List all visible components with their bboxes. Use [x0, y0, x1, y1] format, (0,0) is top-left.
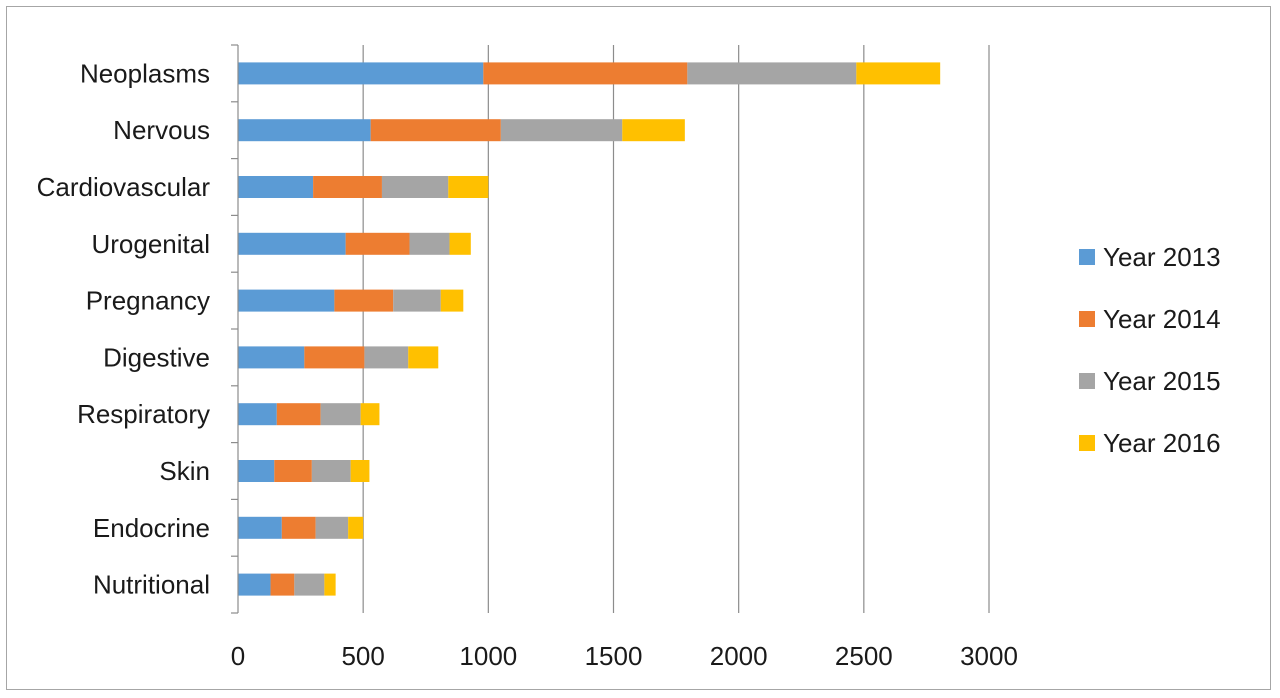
bar-digestive-year-2016	[408, 346, 439, 369]
category-label-skin: Skin	[159, 456, 210, 486]
bar-endocrine-year-2014	[281, 516, 316, 539]
bar-digestive-year-2013	[238, 346, 305, 369]
bar-pregnancy-year-2016	[440, 289, 464, 312]
legend-swatch-year-2014	[1079, 311, 1095, 327]
bar-skin-year-2014	[274, 460, 312, 482]
bar-nutritional-year-2013	[238, 573, 271, 596]
tick-label-2000: 2000	[710, 641, 768, 671]
category-label-digestive: Digestive	[103, 342, 210, 372]
bar-digestive-year-2015	[364, 346, 409, 369]
bar-pregnancy-year-2013	[238, 289, 335, 312]
bar-endocrine-year-2013	[238, 516, 282, 539]
bar-urogenital-year-2014	[345, 232, 410, 255]
bar-nervous-year-2016	[622, 119, 685, 142]
legend-swatch-year-2015	[1079, 373, 1095, 389]
legend-swatch-year-2016	[1079, 435, 1095, 451]
bar-urogenital-year-2013	[238, 232, 346, 255]
bar-respiratory-year-2016	[360, 403, 380, 426]
tick-label-500: 500	[341, 641, 384, 671]
bar-neoplasms-year-2013	[238, 62, 484, 85]
bar-urogenital-year-2015	[409, 232, 450, 255]
category-label-nutritional: Nutritional	[93, 570, 210, 600]
bar-urogenital-year-2016	[449, 232, 471, 255]
bar-nutritional-year-2015	[294, 573, 325, 596]
bar-skin-year-2016	[350, 460, 370, 482]
bar-digestive-year-2014	[304, 346, 365, 369]
tick-label-2500: 2500	[835, 641, 893, 671]
bar-nutritional-year-2016	[324, 573, 336, 596]
bar-neoplasms-year-2014	[483, 62, 688, 85]
bar-respiratory-year-2014	[276, 403, 321, 426]
legend-label-year-2016: Year 2016	[1103, 428, 1221, 458]
tick-label-0: 0	[231, 641, 245, 671]
bar-endocrine-year-2016	[348, 516, 364, 539]
category-label-neoplasms: Neoplasms	[80, 58, 210, 88]
bar-pregnancy-year-2015	[393, 289, 441, 312]
category-label-urogenital: Urogenital	[91, 229, 210, 259]
value-tick-labels: 0 500 1000 1500 2000 2500 3000	[231, 641, 1018, 671]
category-label-cardiovascular: Cardiovascular	[37, 172, 211, 202]
bar-nervous-year-2013	[238, 119, 371, 142]
chart-frame	[6, 6, 1271, 690]
bar-skin-year-2015	[311, 460, 351, 482]
category-label-respiratory: Respiratory	[77, 399, 210, 429]
category-label-endocrine: Endocrine	[93, 513, 210, 543]
category-labels: Neoplasms Nervous Cardiovascular Urogenital…	[37, 58, 211, 599]
legend-label-year-2015: Year 2015	[1103, 366, 1221, 396]
bar-neoplasms-year-2015	[687, 62, 857, 85]
bar-skin-year-2013	[238, 460, 275, 482]
bar-neoplasms-year-2016	[856, 62, 941, 85]
category-axis	[231, 44, 239, 614]
legend: Year 2013 Year 2014 Year 2015 Year 2016	[1079, 242, 1221, 458]
category-label-pregnancy: Pregnancy	[86, 286, 210, 316]
bar-respiratory-year-2015	[320, 403, 361, 426]
tick-label-3000: 3000	[960, 641, 1018, 671]
legend-swatch-year-2013	[1079, 249, 1095, 265]
bar-nervous-year-2015	[500, 119, 623, 142]
bar-nutritional-year-2014	[270, 573, 295, 596]
tick-label-1000: 1000	[459, 641, 517, 671]
bar-pregnancy-year-2014	[334, 289, 394, 312]
legend-label-year-2013: Year 2013	[1103, 242, 1221, 272]
bar-cardiovascular-year-2014	[313, 176, 382, 198]
category-label-nervous: Nervous	[113, 115, 210, 145]
bars	[238, 62, 941, 596]
bar-cardiovascular-year-2013	[238, 176, 314, 198]
bar-respiratory-year-2013	[238, 403, 277, 426]
bar-cardiovascular-year-2015	[381, 176, 449, 198]
bar-endocrine-year-2015	[315, 516, 349, 539]
bar-nervous-year-2014	[370, 119, 501, 142]
legend-label-year-2014: Year 2014	[1103, 304, 1221, 334]
bar-cardiovascular-year-2016	[448, 176, 489, 198]
tick-label-1500: 1500	[585, 641, 643, 671]
